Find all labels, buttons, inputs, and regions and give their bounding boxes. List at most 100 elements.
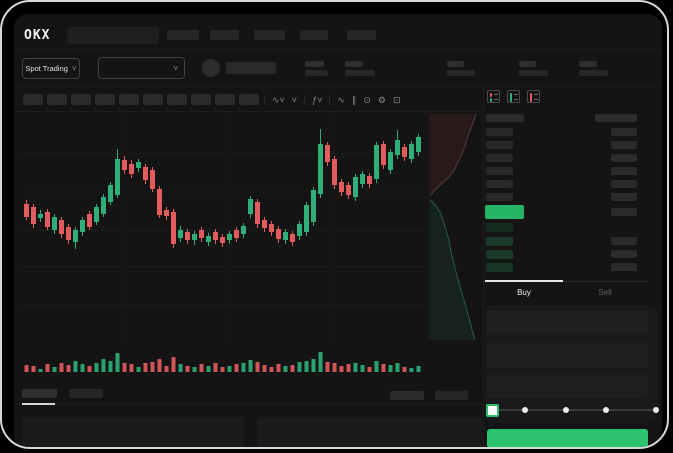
buy-submit-button[interactable] [487,429,648,447]
volume-bar [325,362,330,372]
ask-amount-cell[interactable] [611,128,637,136]
candle [31,207,36,224]
app-window: OKX Spot Trading ˅ ˅ ∿˅ ˅ ƒ˅ ∿ ∥ ⊙ ⚙ ⊡ [14,14,662,447]
volume-bar [283,366,288,372]
book-header-amount [595,114,637,122]
timeframe-button-placeholder[interactable] [119,94,139,105]
bid-price-cell[interactable] [486,237,513,246]
volume-bar [262,365,267,372]
timeframe-button-placeholder[interactable] [167,94,187,105]
indicators-icon[interactable]: ƒ˅ [312,95,323,105]
volume-bar [220,367,225,372]
candle [360,174,365,184]
nav-item-placeholder[interactable] [167,30,199,40]
volume-bar [150,362,155,372]
slider-stop[interactable] [653,407,659,413]
candle [80,220,85,232]
bottom-action-placeholder[interactable] [435,391,468,400]
ask-amount-cell[interactable] [611,180,637,188]
volume-bar [346,364,351,372]
timeframe-button-placeholder[interactable] [71,94,91,105]
timeframe-button-placeholder[interactable] [215,94,235,105]
nav-item-placeholder[interactable] [347,30,376,40]
ask-price-cell[interactable] [486,180,513,188]
pair-selector-dropdown[interactable]: ˅ [98,57,185,79]
candle [164,210,169,216]
ask-price-cell[interactable] [486,128,513,136]
settings-gear-icon[interactable]: ⚙ [377,94,386,105]
timeframe-button-placeholder[interactable] [95,94,115,105]
bid-price-cell[interactable] [486,223,513,232]
stat-label-placeholder [579,61,597,67]
tab-sell[interactable]: Sell [598,288,612,297]
last-price-badge[interactable] [485,205,524,219]
history-tab[interactable] [69,389,103,398]
candle [73,230,78,242]
slider-handle[interactable] [486,404,499,417]
timeframe-button-placeholder[interactable] [191,94,211,105]
compare-icon[interactable]: ∥ [351,94,357,105]
bottom-action-placeholder[interactable] [390,391,424,400]
total-field[interactable] [486,373,648,398]
volume-bar [24,365,29,372]
volume-bar [381,364,386,372]
volume-bar [136,367,141,372]
line [514,99,518,100]
camera-icon[interactable]: ⊙ [363,94,371,105]
bid-amount-cell[interactable] [611,237,637,245]
ask-price-cell[interactable] [486,167,513,175]
market-type-dropdown[interactable]: Spot Trading ˅ [22,58,80,79]
fullscreen-icon[interactable]: ⊡ [393,94,401,105]
chevron-down-icon: ˅ [71,64,77,73]
volume-bar [409,368,414,372]
ask-amount-cell[interactable] [611,167,637,175]
line-tool-icon[interactable]: ∿ [337,94,345,105]
timeframe-button-placeholder[interactable] [143,94,163,105]
amount-cell[interactable] [611,208,637,216]
timeframe-button-placeholder[interactable] [47,94,67,105]
bid-price-cell[interactable] [486,263,513,272]
tab-buy[interactable]: Buy [517,288,531,297]
ask-price-cell[interactable] [486,154,513,162]
candle [192,234,197,240]
slider-stop[interactable] [522,407,528,413]
ask-price-cell[interactable] [486,141,513,149]
nav-item-placeholder[interactable] [210,30,239,40]
book-bids-only-icon[interactable] [507,90,520,103]
book-asks-only-icon[interactable] [527,90,540,103]
nav-item-placeholder[interactable] [254,30,285,40]
slider-stop[interactable] [603,407,609,413]
chart-style-icon[interactable]: ∿˅ [272,94,285,105]
search-input[interactable] [67,27,159,44]
volume-bar [395,363,400,372]
timeframe-button-placeholder[interactable] [239,94,259,105]
volume-bar [206,366,211,372]
stat-label-placeholder [519,61,536,67]
volume-bar [101,359,106,372]
bid-amount-cell[interactable] [611,250,637,258]
timeframe-button-placeholder[interactable] [23,94,43,105]
tabbar-line [485,281,648,282]
stat-value-placeholder [447,70,475,76]
bid-amount-cell[interactable] [611,263,637,271]
book-combined-icon[interactable] [487,90,500,103]
slider-track[interactable] [491,409,656,411]
candle [213,232,218,240]
candle [52,217,57,230]
ask-amount-cell[interactable] [611,193,637,201]
ask-amount-cell[interactable] [611,154,637,162]
ask-price-cell[interactable] [486,193,513,201]
orders-table-placeholder [257,417,482,447]
amount-field[interactable] [486,341,648,368]
nav-item-placeholder[interactable] [300,30,328,40]
price-chart[interactable] [22,112,478,374]
slider-stop[interactable] [563,407,569,413]
orders-tab-active[interactable] [22,389,57,398]
chevron-down-icon[interactable]: ˅ [291,95,298,105]
price-field[interactable] [486,310,648,335]
volume-bar [115,353,120,372]
stat-label-placeholder [305,61,324,67]
ask-amount-cell[interactable] [611,141,637,149]
bid-price-cell[interactable] [486,250,513,259]
